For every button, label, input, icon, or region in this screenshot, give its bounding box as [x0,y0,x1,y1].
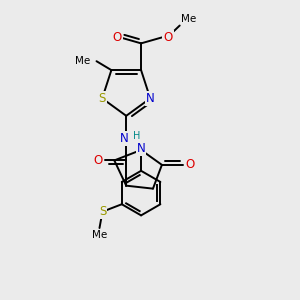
Text: Me: Me [181,14,196,24]
Text: O: O [113,31,122,44]
Text: N: N [120,132,129,145]
Text: S: S [99,205,106,218]
Text: O: O [93,154,102,167]
Text: H: H [133,131,140,141]
Text: S: S [98,92,106,105]
Text: O: O [186,158,195,171]
Text: N: N [146,92,154,105]
Text: Me: Me [92,230,107,240]
Text: O: O [164,31,172,44]
Text: Me: Me [75,56,91,66]
Text: N: N [137,142,146,155]
